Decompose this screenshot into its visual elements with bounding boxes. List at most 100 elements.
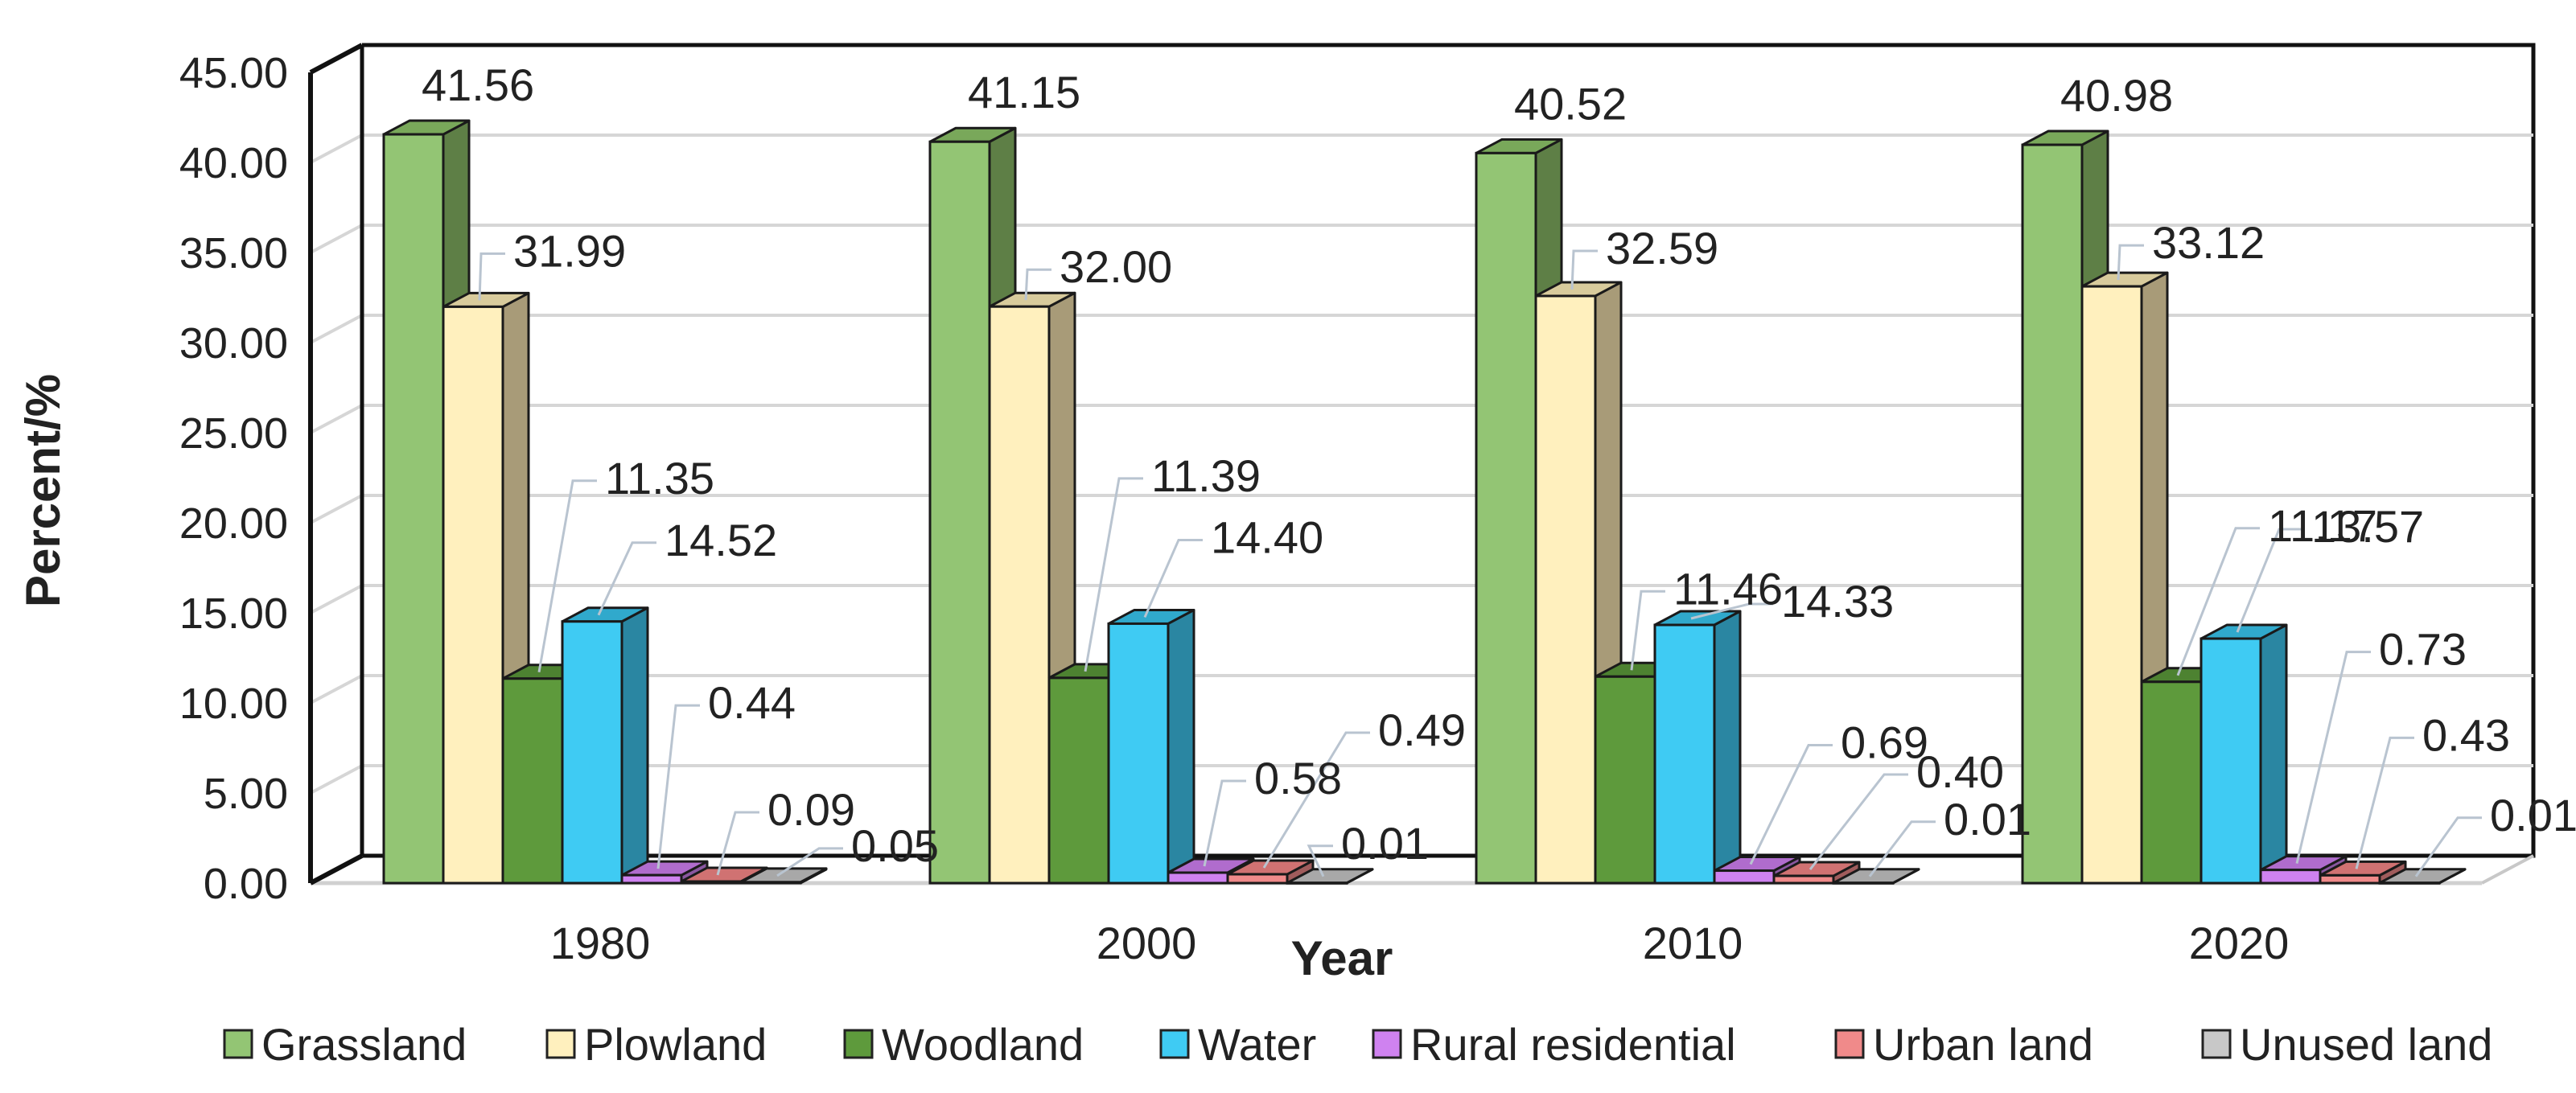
y-tick-label: 40.00	[179, 139, 288, 187]
bar	[988, 305, 1051, 885]
legend-item: Water	[1159, 1019, 1316, 1070]
y-tick-label: 20.00	[179, 499, 288, 548]
leader-line	[1809, 773, 1908, 870]
bar	[1713, 869, 1776, 885]
legend-label: Plowland	[584, 1019, 767, 1070]
leader-line	[656, 704, 700, 869]
data-label: 41.15	[968, 67, 1080, 117]
legend-swatch	[1372, 1029, 1402, 1059]
data-label: 11.46	[1673, 563, 1783, 614]
data-label: 14.52	[665, 515, 777, 565]
legend-swatch	[1159, 1029, 1190, 1059]
bar	[1832, 881, 1895, 885]
leader-line	[716, 811, 759, 876]
data-label: 0.58	[1254, 753, 1342, 803]
data-label: 32.59	[1606, 223, 1718, 273]
leader-line	[2176, 527, 2260, 676]
bar	[739, 881, 802, 885]
legend: Grassland Plowland Woodland Water Rural resi…	[223, 1019, 2492, 1070]
bar-side	[1167, 608, 1195, 885]
leader-line	[776, 847, 843, 877]
leader-line	[1868, 820, 1936, 877]
legend-swatch	[545, 1029, 576, 1059]
data-label: 0.01	[1341, 818, 1429, 869]
bar	[2378, 881, 2441, 885]
legend-label: Water	[1198, 1019, 1316, 1070]
gridlines	[310, 43, 2533, 885]
leader-line	[2117, 244, 2144, 281]
leader-line	[1307, 844, 1333, 877]
back-wall	[362, 43, 2536, 858]
data-label: 0.01	[2490, 790, 2576, 840]
bar	[2259, 869, 2322, 885]
legend-swatch	[223, 1029, 253, 1059]
bar	[1047, 676, 1110, 885]
bar	[1107, 622, 1170, 885]
gridline-side	[310, 404, 363, 434]
wall-top-left-edge	[309, 43, 364, 75]
data-label: 13.57	[2311, 501, 2424, 552]
value-labels: 41.56 31.99 11.35 14.52 0.44 0.090.05 41.15 32.…	[422, 60, 2576, 871]
y-tick-label: 45.00	[179, 49, 288, 97]
legend-label: Grassland	[261, 1019, 467, 1070]
data-label: 0.05	[851, 820, 939, 871]
bar	[928, 140, 991, 885]
data-label: 40.52	[1514, 78, 1627, 129]
data-label: 0.69	[1841, 717, 1928, 768]
y-tick-label: 5.00	[204, 770, 288, 818]
bars	[382, 119, 2467, 885]
bar	[1534, 294, 1597, 885]
data-label: 11.35	[605, 453, 714, 503]
x-axis-title: Year	[1291, 931, 1393, 985]
leader-line	[2295, 651, 2371, 864]
y-axis-title: Percent/%	[16, 374, 70, 607]
leader-line	[478, 252, 505, 301]
gridline-side	[310, 224, 363, 254]
bar	[620, 873, 683, 885]
gridline-side	[310, 584, 363, 614]
leader-line	[1749, 744, 1833, 865]
bar	[1226, 873, 1289, 885]
data-label: 40.98	[2060, 70, 2173, 121]
bar	[501, 677, 564, 885]
data-label: 0.43	[2422, 709, 2510, 760]
gridline-side	[310, 494, 363, 524]
gridline-side	[310, 134, 363, 164]
data-label: 33.12	[2152, 217, 2265, 268]
bar	[442, 305, 504, 885]
leader-line	[1203, 779, 1246, 867]
data-label: 0.09	[767, 784, 855, 835]
y-tick-label: 30.00	[179, 319, 288, 368]
data-label: 0.49	[1378, 705, 1466, 755]
data-label: 0.01	[1944, 794, 2031, 844]
x-tick-label: 1980	[550, 918, 651, 968]
bar	[2140, 680, 2203, 885]
data-label: 0.44	[708, 677, 796, 728]
leader-line	[2414, 816, 2482, 877]
legend-item: Urban land	[1834, 1019, 2093, 1070]
bar	[1653, 623, 1716, 885]
leader-line	[1024, 268, 1051, 301]
bar-side	[2259, 623, 2288, 885]
floor-edge	[2481, 854, 2534, 885]
gridline-side	[310, 674, 363, 705]
bar	[1475, 151, 1537, 885]
x-tick-label: 2010	[1643, 918, 1743, 968]
leader-line	[1084, 477, 1143, 672]
bar	[1286, 881, 1348, 885]
leader-line	[1143, 538, 1203, 618]
plot-walls	[362, 43, 2536, 885]
bar-side	[620, 606, 649, 885]
legend-item: Unused land	[2201, 1019, 2492, 1070]
leader-lines	[478, 244, 2482, 877]
bar-side	[1713, 610, 1742, 885]
data-label: 0.73	[2379, 624, 2467, 675]
data-label: 41.56	[422, 60, 534, 110]
y-tick-label: 10.00	[179, 680, 288, 728]
legend-item: Rural residential	[1372, 1019, 1736, 1070]
gridline-side	[310, 764, 363, 795]
leader-line	[597, 541, 656, 616]
bar	[1167, 871, 1229, 885]
bar	[1772, 874, 1835, 885]
legend-label: Rural residential	[1410, 1019, 1736, 1070]
